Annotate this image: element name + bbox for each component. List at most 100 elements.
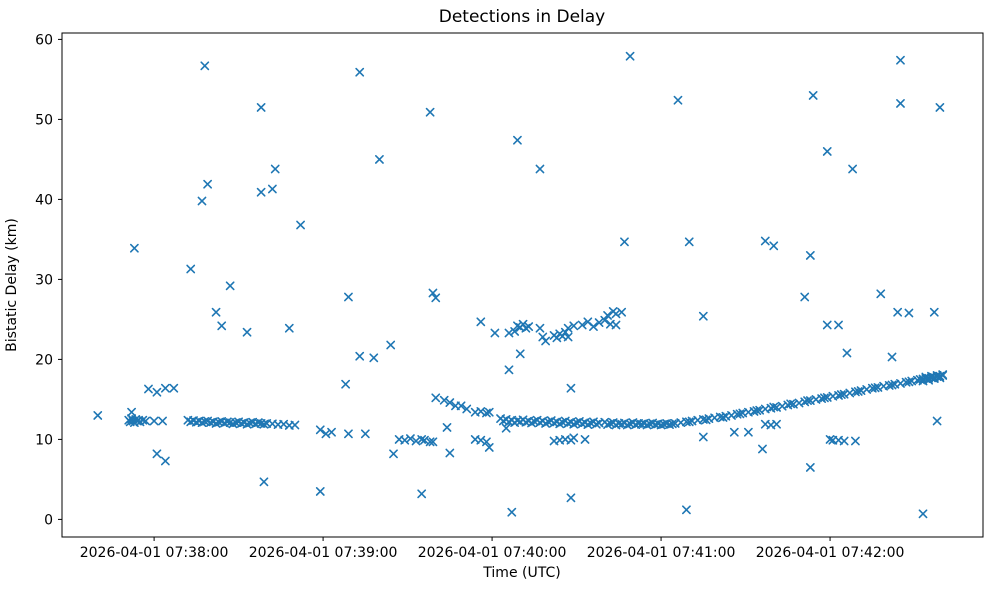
y-axis-label: Bistatic Delay (km) xyxy=(4,218,20,352)
data-point-marker xyxy=(341,379,351,389)
data-point-marker xyxy=(203,179,213,189)
data-point-marker xyxy=(896,55,905,65)
y-tick-label: 60 xyxy=(35,32,53,48)
data-point-marker xyxy=(589,322,598,331)
data-point-marker xyxy=(144,384,153,394)
data-point-marker xyxy=(853,387,863,396)
data-point-marker xyxy=(594,318,604,327)
data-point-marker xyxy=(822,147,832,156)
data-point-marker xyxy=(808,91,818,100)
data-point-marker xyxy=(138,415,148,425)
data-point-marker xyxy=(848,164,857,174)
data-point-marker xyxy=(152,449,162,459)
data-point-marker xyxy=(577,320,587,330)
data-point-marker xyxy=(569,321,579,331)
data-point-marker xyxy=(375,155,384,164)
axis-ticks-layer xyxy=(58,38,831,541)
data-point-marker xyxy=(760,236,770,246)
data-point-marker xyxy=(141,416,151,426)
chart-title: Detections in Delay xyxy=(439,7,606,27)
data-point-marker xyxy=(673,95,683,105)
data-point-marker xyxy=(428,437,438,447)
data-point-marker xyxy=(535,164,545,174)
data-point-marker xyxy=(851,436,860,446)
x-tick-label: 2026-04-01 07:40:00 xyxy=(418,545,567,561)
data-point-marker xyxy=(160,383,170,393)
x-tick-label: 2026-04-01 07:41:00 xyxy=(587,545,736,561)
x-tick-label: 2026-04-01 07:39:00 xyxy=(249,545,398,561)
data-point-marker xyxy=(386,340,396,350)
data-point-marker xyxy=(932,416,942,426)
plot-area-background xyxy=(62,33,983,537)
data-point-marker xyxy=(425,107,435,117)
data-point-marker xyxy=(698,311,708,321)
data-point-marker xyxy=(834,320,843,330)
y-tick-label: 40 xyxy=(35,192,53,208)
data-point-marker xyxy=(504,365,514,375)
data-point-marker xyxy=(563,323,573,333)
data-point-marker xyxy=(518,319,528,329)
data-point-marker xyxy=(389,449,398,459)
data-point-marker xyxy=(445,448,455,458)
data-point-marker xyxy=(186,264,196,274)
data-point-marker xyxy=(200,61,210,71)
data-point-marker xyxy=(580,435,590,444)
scatter-markers-layer xyxy=(93,51,948,519)
data-point-marker xyxy=(217,321,227,331)
data-point-marker xyxy=(566,383,576,393)
x-tick-label: 2026-04-01 07:38:00 xyxy=(80,545,229,561)
x-axis-label: Time (UTC) xyxy=(482,565,560,581)
data-point-marker xyxy=(887,352,897,362)
data-point-marker xyxy=(270,164,280,174)
data-point-marker xyxy=(938,370,948,379)
data-point-marker xyxy=(541,336,550,346)
data-point-marker xyxy=(369,353,379,363)
data-point-marker xyxy=(904,377,914,387)
data-point-marker xyxy=(515,349,525,359)
data-point-marker xyxy=(267,184,277,194)
data-point-marker xyxy=(735,409,745,419)
data-point-marker xyxy=(259,419,269,429)
data-point-marker xyxy=(284,323,294,333)
data-point-marker xyxy=(417,489,427,499)
data-point-marker xyxy=(482,408,491,418)
data-point-marker xyxy=(769,402,779,412)
data-point-marker xyxy=(296,220,305,230)
data-point-marker xyxy=(904,308,914,318)
data-point-marker xyxy=(290,420,300,430)
data-point-marker xyxy=(698,432,708,442)
data-point-marker xyxy=(769,241,779,251)
data-point-marker xyxy=(563,332,573,342)
data-point-marker xyxy=(684,417,694,427)
data-point-marker xyxy=(625,51,635,61)
data-point-marker xyxy=(566,493,576,503)
data-point-marker xyxy=(600,315,610,325)
data-point-marker xyxy=(445,398,455,407)
data-point-marker xyxy=(611,320,621,330)
data-point-marker xyxy=(935,103,945,112)
data-point-marker xyxy=(896,99,905,108)
data-point-marker xyxy=(667,419,677,429)
data-point-marker xyxy=(406,434,415,443)
data-point-marker xyxy=(839,436,849,446)
data-point-marker xyxy=(718,413,728,422)
data-point-marker xyxy=(501,423,511,433)
data-point-marker xyxy=(842,348,852,358)
data-point-marker xyxy=(538,332,548,342)
data-point-marker xyxy=(772,419,781,429)
data-point-marker xyxy=(152,387,162,397)
data-point-marker xyxy=(127,407,136,417)
data-point-marker xyxy=(822,320,832,330)
data-point-marker xyxy=(417,435,427,444)
data-point-marker xyxy=(431,393,441,403)
data-point-marker xyxy=(431,293,441,303)
data-point-marker xyxy=(211,307,221,317)
data-point-marker xyxy=(620,237,629,247)
axes-spines xyxy=(61,32,984,538)
data-point-marker xyxy=(129,243,139,253)
data-point-marker xyxy=(507,507,517,517)
data-point-marker xyxy=(524,322,534,331)
data-point-marker xyxy=(876,289,886,299)
data-point-marker xyxy=(93,411,103,420)
